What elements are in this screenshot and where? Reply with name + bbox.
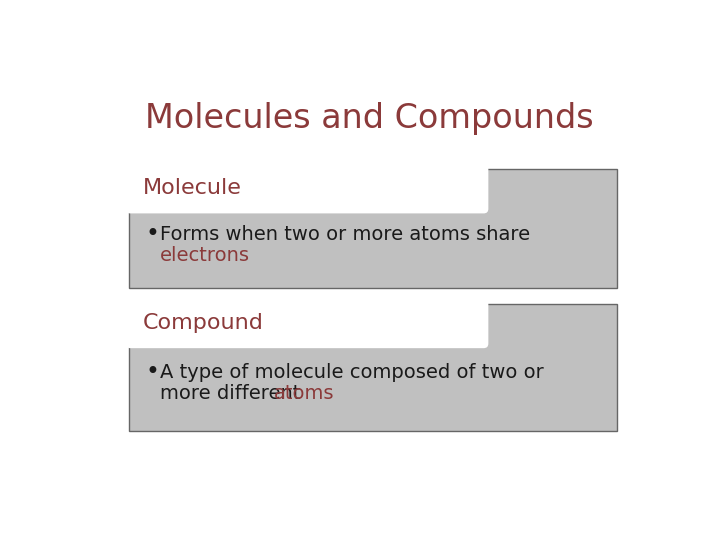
Text: •: • [145, 360, 160, 384]
Text: more different: more different [160, 384, 307, 403]
Text: Molecule: Molecule [143, 178, 242, 198]
Text: electrons: electrons [160, 246, 250, 265]
Bar [129, 165, 343, 207]
Text: Molecules and Compounds: Molecules and Compounds [145, 102, 593, 135]
FancyBboxPatch shape [126, 163, 488, 213]
Bar [129, 300, 343, 342]
Bar [129, 303, 617, 430]
Text: Forms when two or more atoms share: Forms when two or more atoms share [160, 225, 530, 244]
Bar [129, 168, 617, 288]
Text: A type of molecule composed of two or: A type of molecule composed of two or [160, 362, 544, 382]
FancyBboxPatch shape [126, 298, 488, 348]
Text: Compound: Compound [143, 313, 264, 333]
Text: atoms: atoms [274, 384, 334, 403]
Text: •: • [145, 222, 160, 246]
